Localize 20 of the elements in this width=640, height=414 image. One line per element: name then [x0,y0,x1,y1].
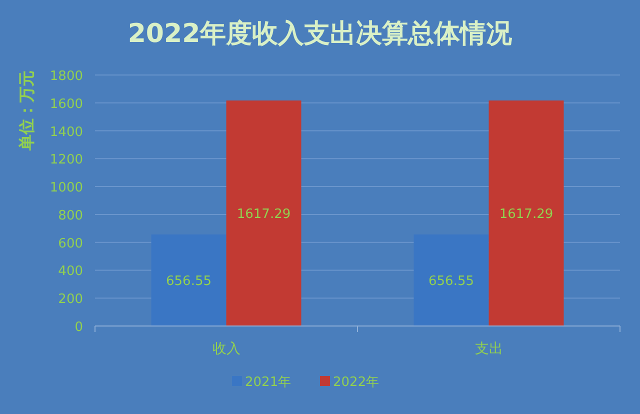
x-tick-label: 收入 [212,341,240,357]
y-tick-label: 1600 [50,96,83,112]
legend-label: 2022年 [333,375,380,390]
y-axis-title: 单位：万元 [17,70,36,152]
legend-label: 2021年 [245,375,292,390]
data-label: 656.55 [166,274,212,290]
data-label: 656.55 [428,274,474,290]
data-label: 1617.29 [499,207,554,222]
y-tick-label: 400 [58,264,83,280]
y-tick-label: 1000 [50,180,83,196]
x-tick-label: 支出 [474,341,503,357]
chart-title: 2022年度收入支出决算总体情况 [128,19,514,49]
y-tick-label: 1800 [50,69,83,84]
y-tick-label: 1200 [50,152,83,168]
y-tick-label: 800 [58,208,83,224]
data-label: 1617.29 [236,207,291,222]
y-tick-label: 0 [74,320,83,335]
y-tick-label: 1400 [50,124,83,140]
y-tick-label: 600 [58,236,83,252]
y-tick-label: 200 [58,292,83,308]
